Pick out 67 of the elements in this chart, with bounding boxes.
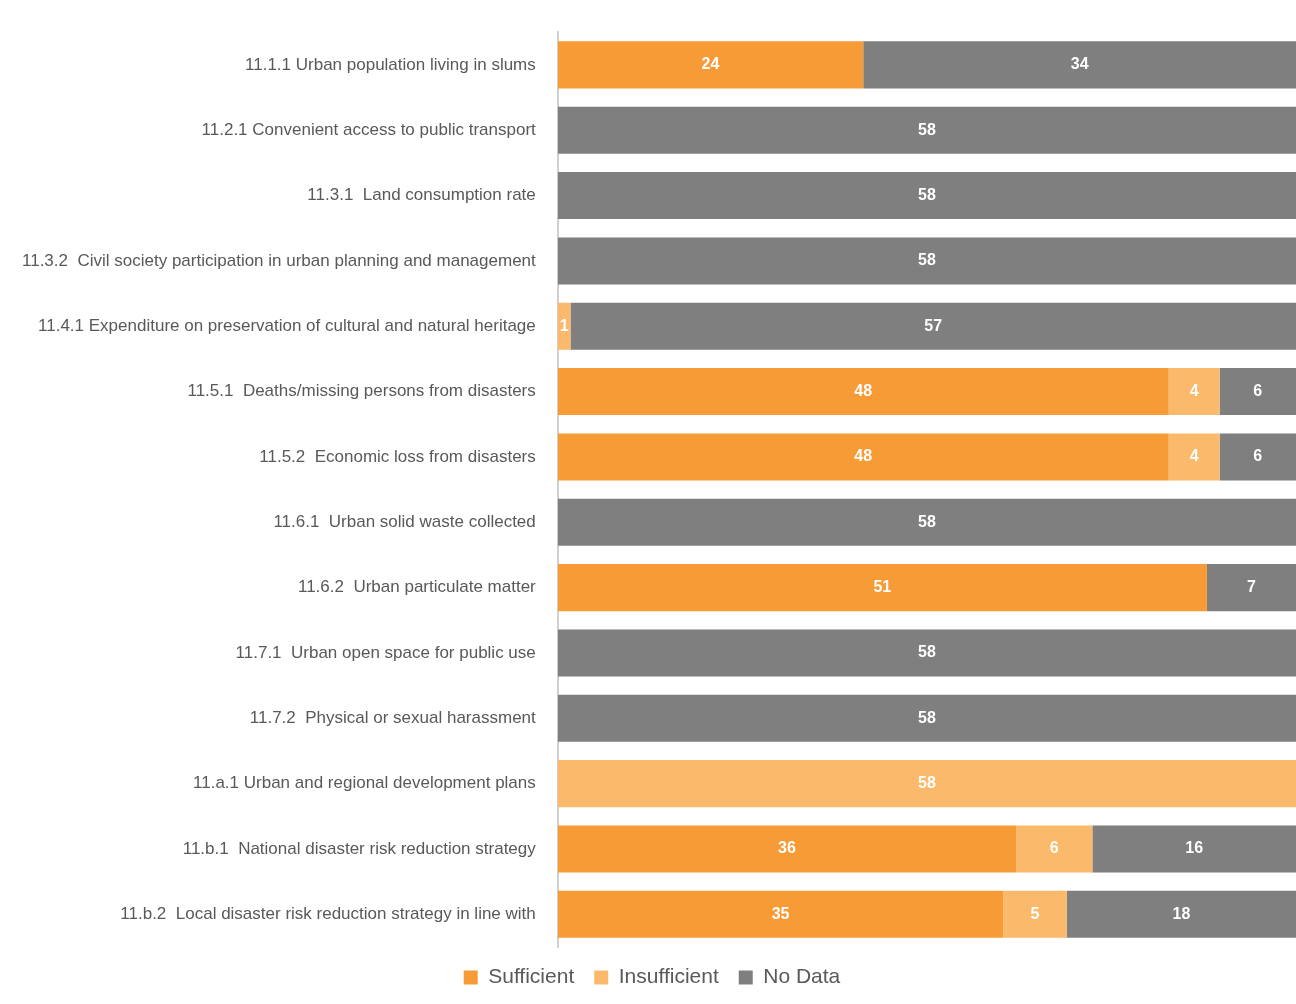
data-label: 4 bbox=[1189, 381, 1199, 399]
data-label: 58 bbox=[917, 120, 936, 138]
legend-label: Insufficient bbox=[618, 964, 719, 988]
data-label: 58 bbox=[917, 185, 936, 203]
y-tick-label: 11.b.2 Local disaster risk reduction strategy in line with bbox=[120, 904, 536, 924]
bar bbox=[557, 368, 1169, 416]
y-tick-label: 11.5.2 Economic loss from disasters bbox=[259, 446, 536, 466]
bar bbox=[1168, 433, 1220, 481]
data-label: 6 bbox=[1253, 447, 1263, 465]
data-label: 58 bbox=[917, 512, 936, 530]
data-label: 5 bbox=[1030, 904, 1040, 922]
bar bbox=[557, 564, 1207, 612]
y-tick-label: 11.6.2 Urban particulate matter bbox=[297, 577, 537, 597]
legend-label: No Data bbox=[763, 964, 841, 988]
data-label: 35 bbox=[771, 904, 790, 922]
bar bbox=[557, 825, 1016, 873]
data-label: 58 bbox=[917, 643, 936, 661]
data-label: 58 bbox=[917, 774, 936, 792]
bar bbox=[1219, 433, 1296, 481]
bar bbox=[1015, 825, 1093, 873]
bar bbox=[557, 172, 1296, 220]
bar bbox=[557, 237, 1296, 285]
data-label: 1 bbox=[559, 316, 569, 334]
data-label: 4 bbox=[1189, 447, 1199, 465]
bar bbox=[557, 629, 1296, 677]
legend-label: Sufficient bbox=[488, 964, 575, 988]
data-label: 6 bbox=[1253, 381, 1263, 399]
bar bbox=[863, 41, 1296, 89]
data-label: 57 bbox=[924, 316, 943, 334]
y-tick-label: 11.7.2 Physical or sexual harassment bbox=[249, 707, 537, 727]
y-tick-label: 11.2.1 Convenient access to public transport bbox=[201, 119, 537, 139]
bar bbox=[557, 694, 1296, 742]
bar bbox=[1066, 890, 1296, 938]
data-label: 34 bbox=[1070, 55, 1089, 73]
y-tick-label: 11.b.1 National disaster risk reduction strategy bbox=[182, 838, 537, 858]
data-label: 24 bbox=[701, 55, 720, 73]
y-tick-label: 11.4.1 Expenditure on preservation of cultural and natural heritage bbox=[38, 315, 536, 335]
y-tick-label: 11.7.1 Urban open space for public use bbox=[235, 642, 536, 662]
bar bbox=[570, 302, 1296, 350]
y-tick-label: 11.3.2 Civil society participation in urban planning and management bbox=[22, 250, 537, 270]
bar bbox=[557, 890, 1004, 938]
data-label: 58 bbox=[917, 251, 936, 269]
y-tick-label: 11.3.1 Land consumption rate bbox=[307, 185, 536, 205]
data-label: 48 bbox=[854, 447, 873, 465]
y-tick-label: 11.6.1 Urban solid waste collected bbox=[273, 511, 536, 531]
bar bbox=[557, 498, 1296, 546]
bar bbox=[1003, 890, 1067, 938]
data-label: 16 bbox=[1185, 839, 1204, 857]
bar bbox=[557, 433, 1169, 481]
data-label: 7 bbox=[1247, 578, 1256, 596]
data-label: 58 bbox=[917, 708, 936, 726]
data-label: 18 bbox=[1172, 904, 1191, 922]
bar bbox=[1219, 368, 1296, 416]
data-label: 48 bbox=[854, 381, 873, 399]
data-label: 51 bbox=[873, 578, 892, 596]
bar bbox=[1168, 368, 1220, 416]
y-tick-label: 11.a.1 Urban and regional development plans bbox=[193, 773, 536, 793]
bar bbox=[557, 302, 571, 350]
bar bbox=[557, 106, 1296, 154]
data-label: 36 bbox=[777, 839, 796, 857]
y-tick-label: 11.5.1 Deaths/missing persons from disasters bbox=[187, 381, 536, 401]
data-label: 6 bbox=[1049, 839, 1059, 857]
bar bbox=[1206, 564, 1296, 612]
bar bbox=[557, 41, 864, 89]
y-tick-label: 11.1.1 Urban population living in slums bbox=[245, 54, 536, 74]
bar bbox=[1092, 825, 1296, 873]
bar bbox=[557, 760, 1296, 808]
